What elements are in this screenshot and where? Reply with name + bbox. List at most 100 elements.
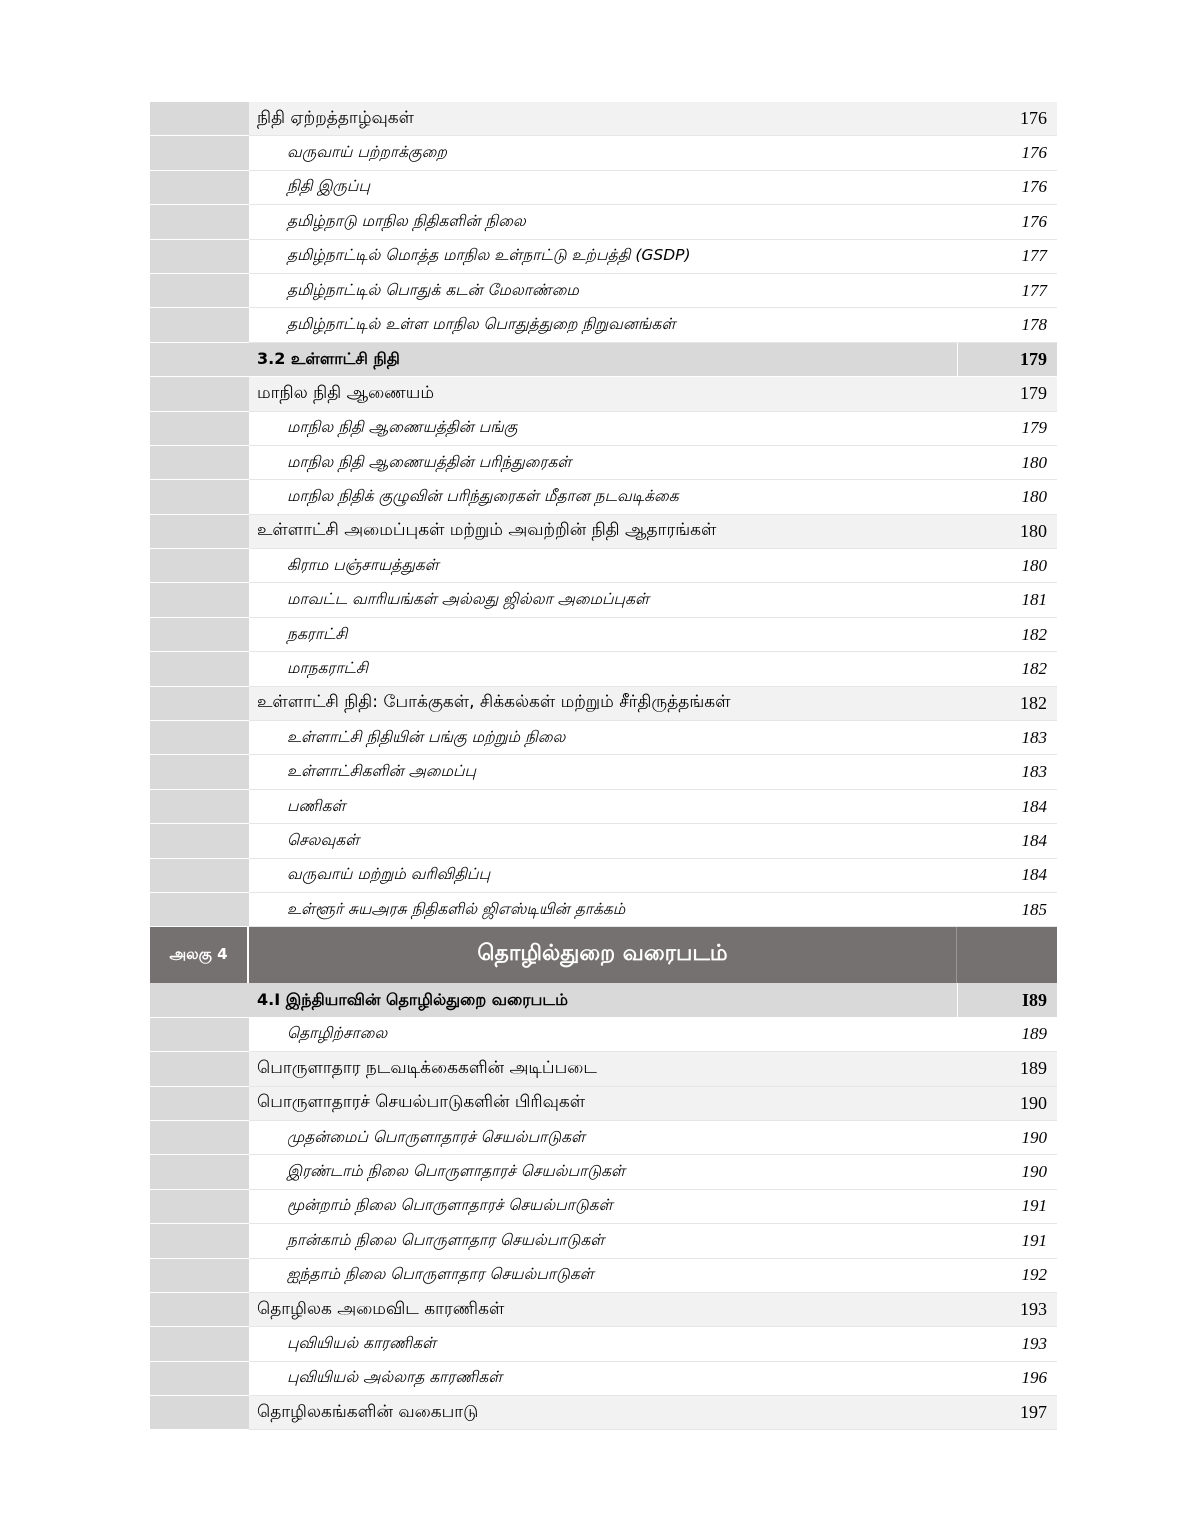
toc-subtopic-row: முதன்மைப் பொருளாதாரச் செயல்பாடுகள் 190 — [150, 1120, 1057, 1156]
toc-left-margin — [150, 892, 249, 928]
toc-subtopic-row: உள்ளாட்சிகளின் அமைப்பு 183 — [150, 755, 1057, 790]
toc-left-margin — [150, 1224, 249, 1259]
toc-subtopic-row: மாநில நிதி ஆணையத்தின் பரிந்துரைகள் 180 — [150, 445, 1057, 481]
toc-entry-title: பொருளாதார நடவடிக்கைகளின் அடிப்படை — [249, 1052, 957, 1087]
toc-entry-title: நான்காம் நிலை பொருளாதார செயல்பாடுகள் — [249, 1224, 957, 1259]
toc-left-margin — [150, 273, 249, 309]
toc-left-margin — [150, 549, 249, 584]
toc-entry-title: தொழிலகங்களின் வகைபாடு — [249, 1396, 957, 1431]
toc-left-margin — [150, 824, 249, 859]
toc-subtopic-row: நான்காம் நிலை பொருளாதார செயல்பாடுகள் 191 — [150, 1224, 1057, 1259]
toc-page-number: 190 — [957, 1121, 1057, 1156]
toc-entry-title: நிதி ஏற்றத்தாழ்வுகள் — [249, 102, 957, 137]
toc-entry-title: தொழிற்சாலை — [249, 1018, 957, 1053]
toc-entry-title: புவியியல் காரணிகள் — [249, 1327, 957, 1362]
toc-entry-title: உள்ளாட்சி நிதியின் பங்கு மற்றும் நிலை — [249, 721, 957, 756]
toc-left-margin — [150, 1120, 249, 1156]
chapter-title: தொழில்துறை வரைபடம் — [477, 941, 728, 967]
toc-page-number: 184 — [957, 790, 1057, 825]
toc-entry-title: நிதி இருப்பு — [249, 171, 957, 206]
toc-entry-title: ஐந்தாம் நிலை பொருளாதார செயல்பாடுகள் — [249, 1259, 957, 1293]
toc-part-2: 4.I இந்தியாவின் தொழில்துறை வரைபடம் I89 தொழ… — [150, 983, 1057, 1431]
toc-subtopic-row: தொழிற்சாலை 189 — [150, 1017, 1057, 1053]
toc-subtopic-row: வருவாய் பற்றாக்குறை 176 — [150, 136, 1057, 171]
toc-subtopic-row: தமிழ்நாட்டில் பொதுக் கடன் மேலாண்மை 177 — [150, 273, 1057, 309]
toc-page-number: 181 — [957, 583, 1057, 618]
toc-page-number: 179 — [957, 377, 1057, 412]
toc-page-number: I89 — [957, 983, 1057, 1018]
toc-section-row: 3.2 உள்ளாட்சி நிதி 179 — [150, 342, 1057, 378]
toc-entry-title: 3.2 உள்ளாட்சி நிதி — [249, 342, 957, 378]
toc-subtopic-row: உள்ளாட்சி நிதியின் பங்கு மற்றும் நிலை 183 — [150, 721, 1057, 756]
toc-entry-title: மாநில நிதி ஆணையத்தின் பங்கு — [249, 412, 957, 446]
toc-subtopic-row: வருவாய் மற்றும் வரிவிதிப்பு 184 — [150, 858, 1057, 893]
toc-left-margin — [150, 480, 249, 515]
toc-topic-row: பொருளாதார நடவடிக்கைகளின் அடிப்படை 189 — [150, 1052, 1057, 1087]
toc-subtopic-row: செலவுகள் 184 — [150, 824, 1057, 859]
toc-page-number: 189 — [957, 1018, 1057, 1053]
toc-page-number: 185 — [957, 893, 1057, 928]
toc-page-number: 180 — [957, 549, 1057, 584]
toc-left-margin — [150, 755, 249, 790]
toc-topic-row: பொருளாதாரச் செயல்பாடுகளின் பிரிவுகள் 190 — [150, 1086, 1057, 1121]
table-of-contents: நிதி ஏற்றத்தாழ்வுகள் 176 வருவாய் பற்றாக்கு… — [150, 102, 1057, 1431]
toc-entry-title: முதன்மைப் பொருளாதாரச் செயல்பாடுகள் — [249, 1121, 957, 1156]
toc-page-number: 176 — [957, 102, 1057, 137]
toc-entry-title: தமிழ்நாட்டில் மொத்த மாநில உள்நாட்டு உற்ப… — [249, 240, 957, 274]
toc-left-margin — [150, 721, 249, 756]
toc-page-number: 196 — [957, 1362, 1057, 1397]
toc-section-row: 4.I இந்தியாவின் தொழில்துறை வரைபடம் I89 — [150, 983, 1057, 1018]
toc-topic-row: தொழிலக அமைவிட காரணிகள் 193 — [150, 1292, 1057, 1328]
toc-subtopic-row: தமிழ்நாட்டில் மொத்த மாநில உள்நாட்டு உற்ப… — [150, 239, 1057, 274]
toc-page-number: 193 — [957, 1327, 1057, 1362]
toc-subtopic-row: மாநில நிதி ஆணையத்தின் பங்கு 179 — [150, 411, 1057, 446]
toc-page-number: 179 — [957, 412, 1057, 446]
toc-entry-title: புவியியல் அல்லாத காரணிகள் — [249, 1362, 957, 1397]
toc-entry-title: நகராட்சி — [249, 618, 957, 653]
toc-left-margin — [150, 1155, 249, 1190]
toc-page-number: 176 — [957, 136, 1057, 171]
toc-page-number: 176 — [957, 171, 1057, 206]
toc-left-margin — [150, 308, 249, 343]
toc-subtopic-row: நகராட்சி 182 — [150, 617, 1057, 653]
toc-page-number: 178 — [957, 308, 1057, 343]
toc-entry-title: மூன்றாம் நிலை பொருளாதாரச் செயல்பாடுகள் — [249, 1190, 957, 1225]
toc-subtopic-row: கிராம பஞ்சாயத்துகள் 180 — [150, 549, 1057, 584]
toc-left-margin — [150, 136, 249, 171]
toc-page-number: 190 — [957, 1086, 1057, 1121]
toc-left-margin — [150, 983, 249, 1018]
toc-subtopic-row: தமிழ்நாட்டில் உள்ள மாநில பொதுத்துறை நிறு… — [150, 308, 1057, 343]
toc-entry-title: மாநகராட்சி — [249, 652, 957, 687]
toc-left-margin — [150, 377, 249, 412]
toc-part-1: நிதி ஏற்றத்தாழ்வுகள் 176 வருவாய் பற்றாக்கு… — [150, 102, 1057, 928]
toc-page-number: 183 — [957, 721, 1057, 756]
toc-subtopic-row: பணிகள் 184 — [150, 789, 1057, 825]
toc-left-margin — [150, 1086, 249, 1121]
toc-subtopic-row: மாநகராட்சி 182 — [150, 652, 1057, 687]
unit-label: அலகு 4 — [150, 927, 249, 984]
toc-page-number: 184 — [957, 824, 1057, 859]
toc-entry-title: பணிகள் — [249, 790, 957, 825]
toc-left-margin — [150, 686, 249, 722]
toc-entry-title: வருவாய் மற்றும் வரிவிதிப்பு — [249, 859, 957, 893]
toc-left-margin — [150, 1292, 249, 1328]
toc-left-margin — [150, 1189, 249, 1225]
toc-subtopic-row: இரண்டாம் நிலை பொருளாதாரச் செயல்பாடுகள் 19… — [150, 1155, 1057, 1190]
toc-page-number: 180 — [957, 480, 1057, 515]
toc-left-margin — [150, 102, 249, 137]
toc-entry-title: பொருளாதாரச் செயல்பாடுகளின் பிரிவுகள் — [249, 1086, 957, 1121]
toc-entry-title: மாநில நிதிக் குழுவின் பரிந்துரைகள் மீதான… — [249, 480, 957, 515]
toc-page-number: 179 — [957, 342, 1057, 378]
toc-entry-title: செலவுகள் — [249, 824, 957, 859]
toc-page-number: 183 — [957, 755, 1057, 790]
toc-left-margin — [150, 342, 249, 378]
toc-topic-row: மாநில நிதி ஆணையம் 179 — [150, 377, 1057, 412]
toc-topic-row: உள்ளாட்சி நிதி: போக்குகள், சிக்கல்கள் மற… — [150, 686, 1057, 722]
toc-entry-title: மாநில நிதி ஆணையத்தின் பரிந்துரைகள் — [249, 446, 957, 481]
toc-left-margin — [150, 858, 249, 893]
toc-entry-title: கிராம பஞ்சாயத்துகள் — [249, 549, 957, 584]
toc-topic-row: நிதி ஏற்றத்தாழ்வுகள் 176 — [150, 102, 1057, 137]
toc-left-margin — [150, 514, 249, 550]
toc-entry-title: தமிழ்நாட்டில் உள்ள மாநில பொதுத்துறை நிறு… — [249, 308, 957, 343]
toc-page-number: 191 — [957, 1224, 1057, 1259]
